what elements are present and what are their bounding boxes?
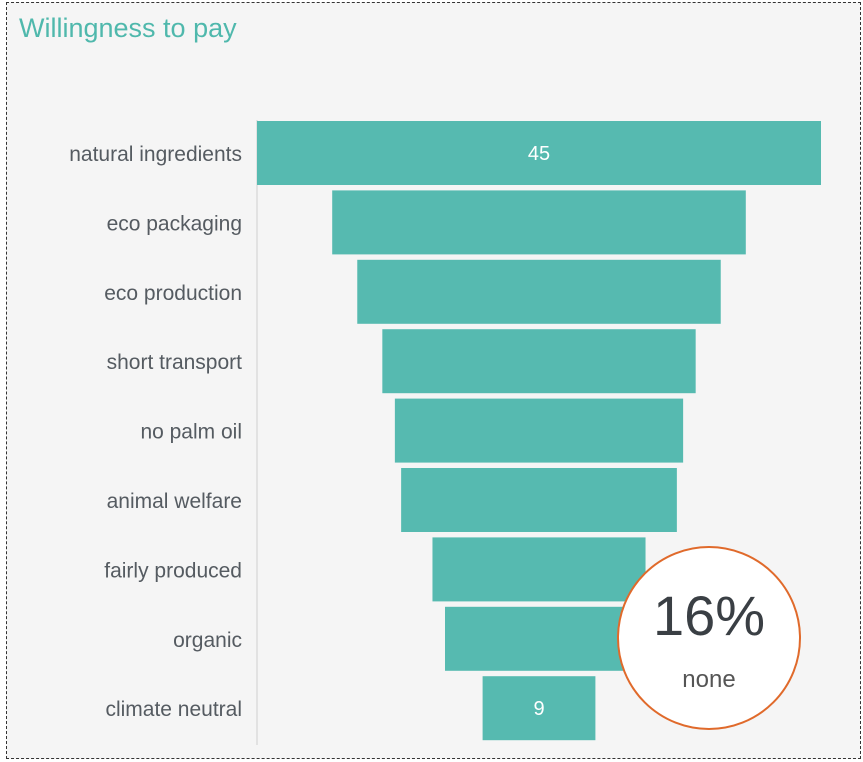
category-label: animal welfare bbox=[107, 490, 242, 513]
bar-short-transport bbox=[382, 329, 696, 394]
category-label: eco production bbox=[104, 282, 242, 305]
bar-animal-welfare bbox=[401, 468, 677, 532]
bar-data-label: 9 bbox=[533, 698, 544, 720]
bar-no-palm-oil bbox=[394, 398, 684, 463]
category-label: natural ingredients bbox=[69, 143, 242, 166]
chart-title: Willingness to pay bbox=[19, 13, 237, 43]
bar-data-label: 45 bbox=[528, 143, 550, 165]
category-label: climate neutral bbox=[105, 698, 242, 721]
callout-label: none bbox=[682, 666, 736, 693]
callout-percentage: 16% bbox=[652, 584, 766, 647]
category-label: organic bbox=[173, 629, 242, 652]
bar-eco-packaging bbox=[332, 190, 746, 255]
bar-fairly-produced bbox=[432, 537, 646, 602]
bar-organic bbox=[445, 606, 633, 671]
category-labels: natural ingredients eco packaging eco prod… bbox=[69, 143, 242, 721]
category-label: fairly produced bbox=[104, 559, 242, 582]
bar-eco-production bbox=[357, 259, 721, 324]
category-label: short transport bbox=[107, 351, 243, 374]
category-label: no palm oil bbox=[140, 421, 242, 444]
data-labels: 45 9 bbox=[528, 143, 550, 720]
none-callout: 16% none bbox=[617, 546, 801, 730]
bars bbox=[257, 121, 821, 741]
bar-natural-ingredients bbox=[257, 121, 821, 185]
bar-climate-neutral bbox=[482, 676, 596, 741]
category-label: eco packaging bbox=[107, 212, 242, 235]
